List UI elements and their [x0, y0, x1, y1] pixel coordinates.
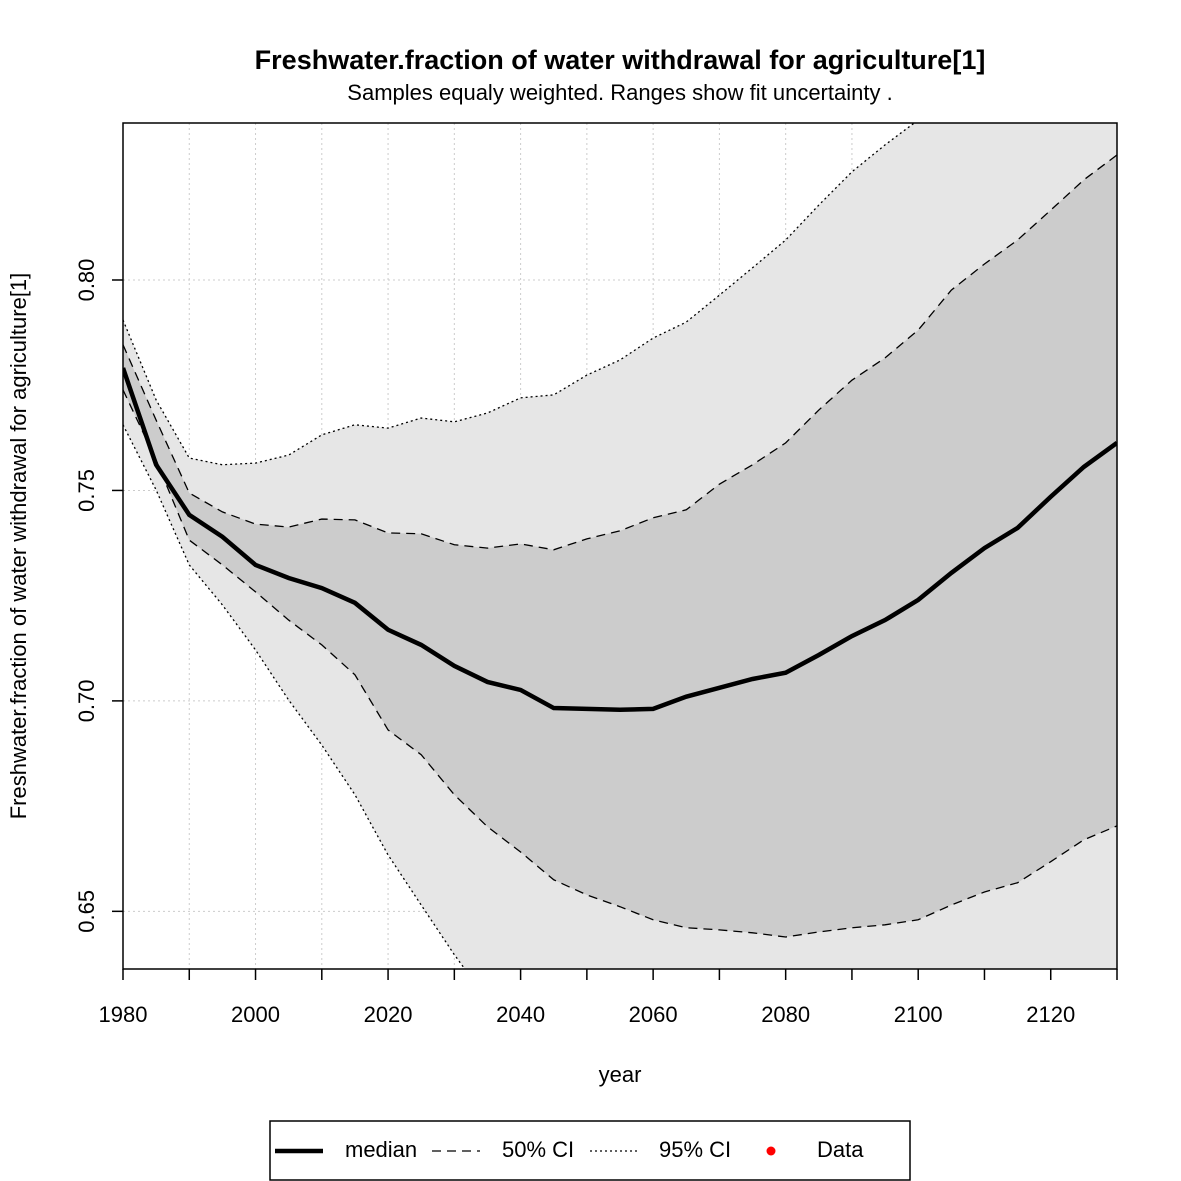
x-tick-label: 2060: [629, 1002, 678, 1027]
chart-subtitle: Samples equaly weighted. Ranges show fit…: [347, 80, 892, 105]
legend-box: [269, 1120, 911, 1181]
median-line: [123, 367, 1117, 712]
x-tick-label: 2100: [894, 1002, 943, 1027]
legend-label: 95% CI: [659, 1137, 731, 1162]
y-tick-label: 0.65: [74, 890, 99, 933]
legend-swatch: [766, 1146, 776, 1156]
x-tick-label: 2120: [1026, 1002, 1075, 1027]
x-tick-label: 2080: [761, 1002, 810, 1027]
legend-label: Data: [817, 1137, 864, 1162]
y-tick-label: 0.70: [74, 679, 99, 722]
x-tick-label: 1980: [99, 1002, 148, 1027]
plot-frame: [122, 122, 1118, 970]
ci-upper-line: [123, 154, 1117, 551]
y-tick-label: 0.80: [74, 259, 99, 302]
legend-label: 50% CI: [502, 1137, 574, 1162]
x-tick-label: 2000: [231, 1002, 280, 1027]
x-tick-label: 2040: [496, 1002, 545, 1027]
x-axis-label: year: [599, 1062, 642, 1087]
ci-lower-line: [123, 389, 1117, 938]
legend-label: median: [345, 1137, 417, 1162]
x-tick-label: 2020: [364, 1002, 413, 1027]
y-axis-label: Freshwater.fraction of water withdrawal …: [6, 273, 31, 820]
chart-title: Freshwater.fraction of water withdrawal …: [255, 45, 986, 75]
ci-band: [123, 154, 1117, 938]
plot-area: [123, 123, 1117, 969]
y-tick-label: 0.75: [74, 469, 99, 512]
